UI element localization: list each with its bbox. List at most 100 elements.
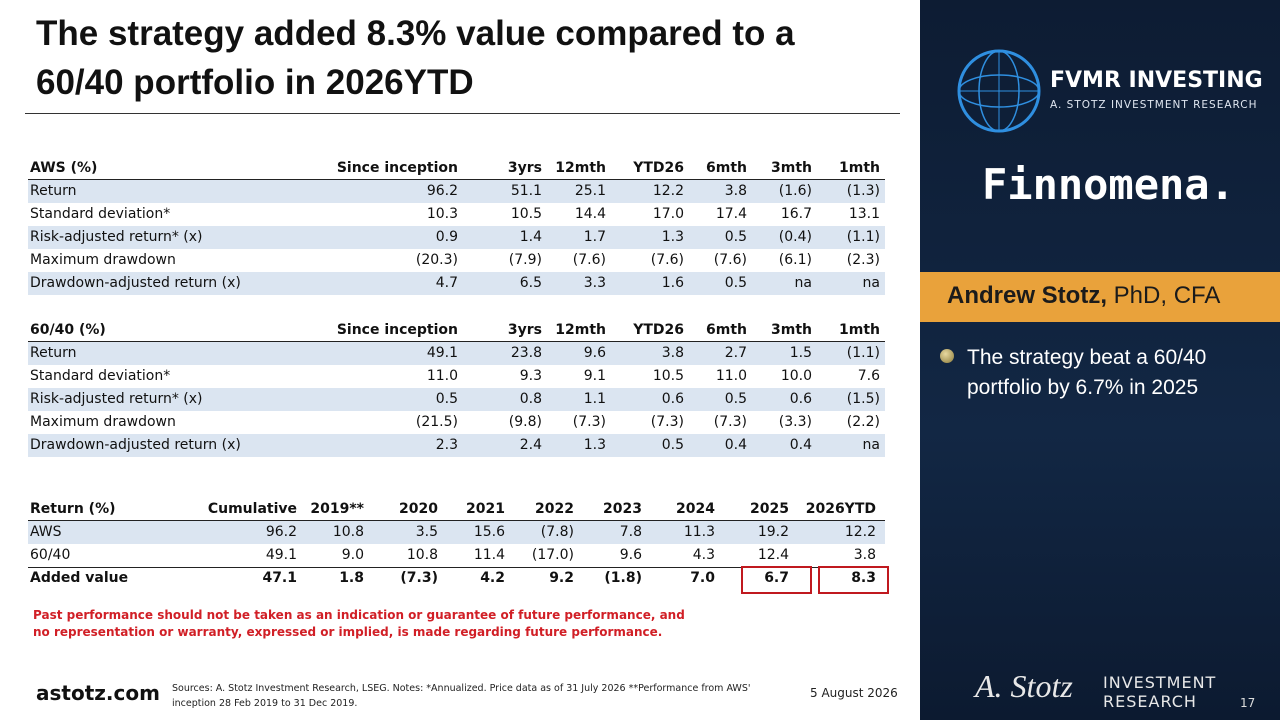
column-header: YTD26 — [633, 322, 684, 338]
column-header: 2022 — [535, 501, 574, 517]
cell: (1.8) — [604, 570, 642, 586]
cell: 25.1 — [574, 183, 606, 199]
row-shade — [28, 342, 885, 365]
presenter-credentials: PhD, CFA — [1113, 282, 1221, 309]
disclaimer-line: no representation or warranty, expressed… — [33, 625, 663, 639]
cell: 9.0 — [341, 547, 364, 563]
row-label: Return — [30, 183, 77, 199]
highlight-box — [818, 566, 889, 594]
cell: 1.7 — [583, 229, 606, 245]
row-shade — [28, 272, 885, 295]
row-shade — [28, 226, 885, 249]
cell: 10.0 — [780, 368, 812, 384]
column-header: Since inception — [336, 322, 458, 338]
cell: 9.1 — [583, 368, 606, 384]
column-header: 2024 — [676, 501, 715, 517]
cell: 0.5 — [724, 229, 747, 245]
column-header: 2023 — [603, 501, 642, 517]
cell: na — [862, 437, 880, 453]
cell: 7.6 — [857, 368, 880, 384]
column-header: 60/40 (%) — [30, 322, 106, 338]
research: INVESTMENT RESEARCH — [1103, 673, 1216, 711]
cell: 3.3 — [583, 275, 606, 291]
cell: 6.5 — [519, 275, 542, 291]
cell: 9.2 — [549, 570, 574, 586]
cell: na — [862, 275, 880, 291]
bullet-text: The strategy beat a 60/40 portfolio by 6… — [967, 346, 1207, 399]
cell: 11.0 — [426, 368, 458, 384]
cell: 0.5 — [661, 437, 684, 453]
cell: 0.5 — [724, 391, 747, 407]
cell: 7.8 — [619, 524, 642, 540]
side-panel: FVMR INVESTING A. STOTZ INVESTMENT RESEA… — [920, 0, 1280, 720]
column-header: 3yrs — [507, 160, 542, 176]
cell: 0.5 — [724, 275, 747, 291]
cell: (1.3) — [846, 183, 880, 199]
title: The strategy added 8.3% value compared t… — [36, 14, 795, 53]
cell: 4.3 — [692, 547, 715, 563]
cell: 1.6 — [661, 275, 684, 291]
highlight-box — [741, 566, 812, 594]
cell: (9.8) — [508, 414, 542, 430]
cell: (7.8) — [540, 524, 574, 540]
cell: na — [794, 275, 812, 291]
row-label: Risk-adjusted return* (x) — [30, 391, 203, 407]
column-header: 6mth — [706, 160, 747, 176]
title: 60/40 portfolio in 2026YTD — [36, 63, 474, 102]
name-bar — [920, 272, 1280, 322]
cell: (7.3) — [572, 414, 606, 430]
cell: 14.4 — [574, 206, 606, 222]
presenter: Andrew Stotz, PhD, CFA — [947, 282, 1220, 310]
sources-line: Sources: A. Stotz Investment Research, L… — [172, 683, 751, 694]
disclaimer: Past performance should not be taken as … — [33, 607, 685, 641]
row-label: Drawdown-adjusted return (x) — [30, 275, 241, 291]
column-header: Cumulative — [207, 501, 297, 517]
cell: 0.4 — [789, 437, 812, 453]
column-header: 2020 — [399, 501, 438, 517]
column-header: 6mth — [706, 322, 747, 338]
cell: (7.3) — [400, 570, 438, 586]
row-label: Maximum drawdown — [30, 414, 176, 430]
cell: 16.7 — [780, 206, 812, 222]
brand: FVMR INVESTING — [1050, 68, 1263, 93]
cell: 3.8 — [853, 547, 876, 563]
cell: 2.4 — [519, 437, 542, 453]
column-header: 12mth — [555, 160, 606, 176]
cell: 47.1 — [262, 570, 297, 586]
column-header: 2026YTD — [805, 501, 876, 517]
row-label: 60/40 — [30, 547, 71, 563]
column-header: 1mth — [839, 322, 880, 338]
column-header: 1mth — [839, 160, 880, 176]
cell: (1.5) — [846, 391, 880, 407]
column-header: 3mth — [771, 322, 812, 338]
sources: Sources: A. Stotz Investment Research, L… — [172, 681, 750, 711]
cell: (7.9) — [508, 252, 542, 268]
cell: (21.5) — [415, 414, 458, 430]
cell: 13.1 — [848, 206, 880, 222]
cell: (7.6) — [572, 252, 606, 268]
cell: 1.8 — [339, 570, 364, 586]
cell: 49.1 — [426, 345, 458, 361]
sources-line: inception 28 Feb 2019 to 31 Dec 2019. — [172, 698, 358, 709]
cell: 9.6 — [619, 547, 642, 563]
column-header: 2019** — [310, 501, 364, 517]
partner-logo: Finnomena. — [982, 160, 1235, 209]
cell: 10.5 — [510, 206, 542, 222]
cell: 10.8 — [406, 547, 438, 563]
row-label: Maximum drawdown — [30, 252, 176, 268]
cell: 7.0 — [690, 570, 715, 586]
total-rule — [28, 567, 885, 568]
cell: 0.8 — [519, 391, 542, 407]
cell: (2.2) — [846, 414, 880, 430]
column-header: Since inception — [336, 160, 458, 176]
signature: A. Stotz — [975, 668, 1073, 704]
cell: (7.3) — [713, 414, 747, 430]
row-label: Added value — [30, 570, 129, 586]
cell: 3.5 — [415, 524, 438, 540]
cell: 23.8 — [510, 345, 542, 361]
row-shade — [28, 388, 885, 411]
presenter-name: Andrew Stotz, — [947, 282, 1107, 309]
column-header: YTD26 — [633, 160, 684, 176]
row-label: Return — [30, 345, 77, 361]
